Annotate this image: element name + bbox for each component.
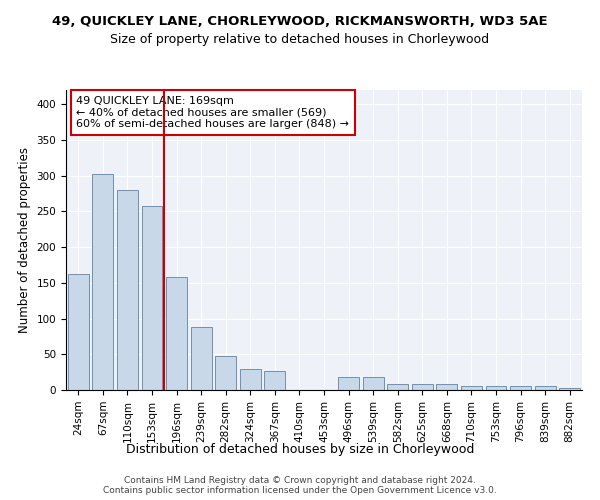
Bar <box>559 388 580 390</box>
Bar <box>68 274 89 390</box>
Bar <box>387 384 408 390</box>
Bar <box>215 356 236 390</box>
Bar <box>92 174 113 390</box>
Bar <box>535 386 556 390</box>
Bar <box>142 206 163 390</box>
Bar <box>485 386 506 390</box>
Text: Size of property relative to detached houses in Chorleywood: Size of property relative to detached ho… <box>110 32 490 46</box>
Bar <box>436 384 457 390</box>
Text: Contains HM Land Registry data © Crown copyright and database right 2024.
Contai: Contains HM Land Registry data © Crown c… <box>103 476 497 495</box>
Text: Distribution of detached houses by size in Chorleywood: Distribution of detached houses by size … <box>126 442 474 456</box>
Text: 49, QUICKLEY LANE, CHORLEYWOOD, RICKMANSWORTH, WD3 5AE: 49, QUICKLEY LANE, CHORLEYWOOD, RICKMANS… <box>52 15 548 28</box>
Bar <box>461 386 482 390</box>
Bar <box>191 327 212 390</box>
Y-axis label: Number of detached properties: Number of detached properties <box>18 147 31 333</box>
Bar <box>338 377 359 390</box>
Bar <box>510 386 531 390</box>
Bar <box>412 384 433 390</box>
Bar <box>117 190 138 390</box>
Bar <box>166 277 187 390</box>
Bar <box>240 368 261 390</box>
Text: 49 QUICKLEY LANE: 169sqm
← 40% of detached houses are smaller (569)
60% of semi-: 49 QUICKLEY LANE: 169sqm ← 40% of detach… <box>76 96 349 129</box>
Bar <box>362 377 383 390</box>
Bar <box>265 370 286 390</box>
